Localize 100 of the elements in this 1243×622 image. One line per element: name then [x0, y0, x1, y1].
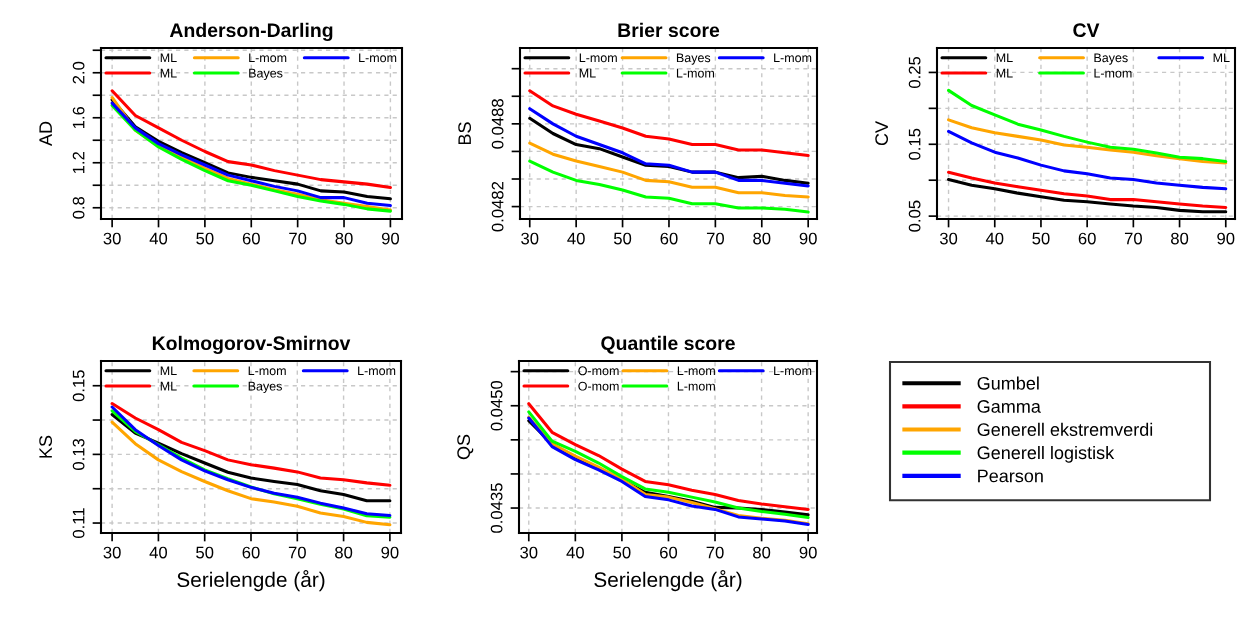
- legend-label: Bayes: [248, 381, 282, 394]
- x-tick-label: 50: [196, 546, 214, 559]
- legend-label: Gamma: [977, 400, 1041, 413]
- x-tick-label: 60: [242, 232, 260, 245]
- y-tick-label: 0.11: [72, 508, 85, 538]
- legend-label: Bayes: [249, 68, 283, 81]
- y-axis-title: QS: [457, 434, 474, 460]
- x-tick-label: 90: [381, 232, 400, 245]
- y-axis-title: BS: [458, 122, 472, 145]
- legend-label: ML: [160, 381, 177, 391]
- x-tick-label: 40: [985, 232, 1004, 245]
- x-tick-label: 90: [799, 232, 817, 245]
- legend-label: L-mom: [677, 366, 715, 376]
- y-tick-label: 0.0482: [491, 181, 504, 232]
- x-tick-label: 40: [149, 232, 168, 245]
- legend-label: Generell ekstremverdi: [977, 422, 1153, 437]
- legend-label: Bayes: [1094, 53, 1128, 65]
- x-tick-label: 70: [289, 232, 307, 245]
- legend-label: Generell logistisk: [977, 445, 1115, 463]
- x-tick-label: 50: [1032, 232, 1050, 245]
- x-tick-label: 90: [799, 546, 817, 559]
- legend-label: O-mom: [578, 366, 619, 376]
- legend-label: L-mom: [358, 366, 396, 376]
- x-tick-label: 60: [1078, 232, 1096, 245]
- x-tick-label: 90: [1217, 232, 1235, 245]
- y-tick-label: 0.0450: [490, 380, 503, 431]
- legend-label: ML: [1213, 53, 1230, 63]
- line-series: [110, 420, 392, 527]
- x-tick-label: 70: [288, 546, 306, 559]
- x-axis-title: Serielengde (år): [177, 570, 325, 592]
- y-tick-label: 0.0435: [490, 483, 503, 533]
- chart-title: Quantile score: [601, 335, 735, 354]
- legend-label: L-mom: [676, 68, 714, 78]
- legend-label: ML: [160, 366, 177, 376]
- legend-label: ML: [160, 68, 177, 78]
- y-tick-label: 0.8: [72, 196, 85, 219]
- y-axis-title: AD: [39, 121, 52, 146]
- line-series: [528, 141, 810, 199]
- x-tick-label: 70: [706, 546, 724, 559]
- x-tick-label: 60: [242, 546, 260, 559]
- x-tick-label: 60: [660, 232, 678, 245]
- x-tick-label: 30: [520, 546, 538, 559]
- line-series: [947, 170, 1228, 210]
- legend-label: Bayes: [676, 53, 711, 65]
- x-tick-label: 90: [381, 546, 399, 559]
- x-tick-label: 80: [335, 232, 353, 245]
- legend-label: O-mom: [578, 381, 619, 391]
- line-series: [110, 89, 392, 190]
- y-tick-label: 1.2: [72, 152, 85, 174]
- y-tick-label: 2.0: [72, 61, 85, 84]
- legend-label: ML: [579, 68, 596, 78]
- legend-label: L-mom: [248, 366, 286, 376]
- chart-title: Brier score: [618, 22, 720, 38]
- legend-label: L-mom: [249, 53, 287, 63]
- y-tick-label: 1.6: [72, 106, 85, 129]
- chart-title: Anderson-Darling: [169, 22, 333, 42]
- legend-label: L-mom: [774, 366, 812, 376]
- x-tick-label: 60: [660, 546, 678, 559]
- legend-label: L-mom: [677, 381, 715, 391]
- y-tick-label: 0.05: [908, 200, 921, 232]
- x-tick-label: 70: [706, 232, 724, 245]
- x-tick-label: 40: [566, 546, 584, 559]
- chart-title: CV: [1073, 23, 1100, 38]
- legend-label: Gumbel: [977, 376, 1039, 390]
- line-series: [528, 89, 810, 158]
- x-tick-label: 30: [103, 546, 121, 559]
- legend-label: L-mom: [774, 53, 812, 63]
- y-tick-label: 0.15: [908, 128, 921, 160]
- legend-label: Pearson: [978, 469, 1043, 483]
- y-axis-title: CV: [875, 121, 889, 146]
- y-tick-label: 0.25: [908, 56, 921, 88]
- line-series: [947, 88, 1228, 164]
- x-tick-label: 80: [1171, 232, 1189, 245]
- line-series: [110, 402, 392, 487]
- y-axis-title: KS: [39, 435, 53, 458]
- y-tick-label: 0.15: [72, 370, 85, 402]
- line-series: [528, 159, 810, 214]
- x-tick-label: 30: [521, 232, 539, 245]
- line-series: [947, 177, 1228, 214]
- x-tick-label: 30: [939, 232, 958, 245]
- legend-label: L-mom: [359, 53, 397, 63]
- legend-label: L-mom: [579, 53, 617, 63]
- legend-label: ML: [996, 68, 1013, 78]
- chart-title: Kolmogorov-Smirnov: [152, 335, 351, 355]
- legend-label: ML: [160, 53, 177, 63]
- x-tick-label: 70: [1124, 232, 1142, 245]
- y-tick-label: 0.0488: [491, 99, 504, 149]
- y-tick-label: 0.13: [72, 438, 85, 470]
- legend-label: L-mom: [1094, 68, 1132, 78]
- x-tick-label: 30: [103, 232, 121, 245]
- x-axis-title: Serielengde (år): [594, 570, 742, 592]
- x-tick-label: 40: [567, 232, 585, 245]
- x-tick-label: 50: [613, 232, 632, 245]
- x-tick-label: 50: [613, 546, 631, 559]
- legend-label: ML: [996, 53, 1013, 63]
- x-tick-label: 40: [149, 546, 168, 559]
- line-series: [947, 118, 1228, 165]
- x-tick-label: 80: [753, 232, 771, 245]
- x-tick-label: 50: [196, 232, 214, 245]
- x-tick-label: 80: [335, 546, 353, 559]
